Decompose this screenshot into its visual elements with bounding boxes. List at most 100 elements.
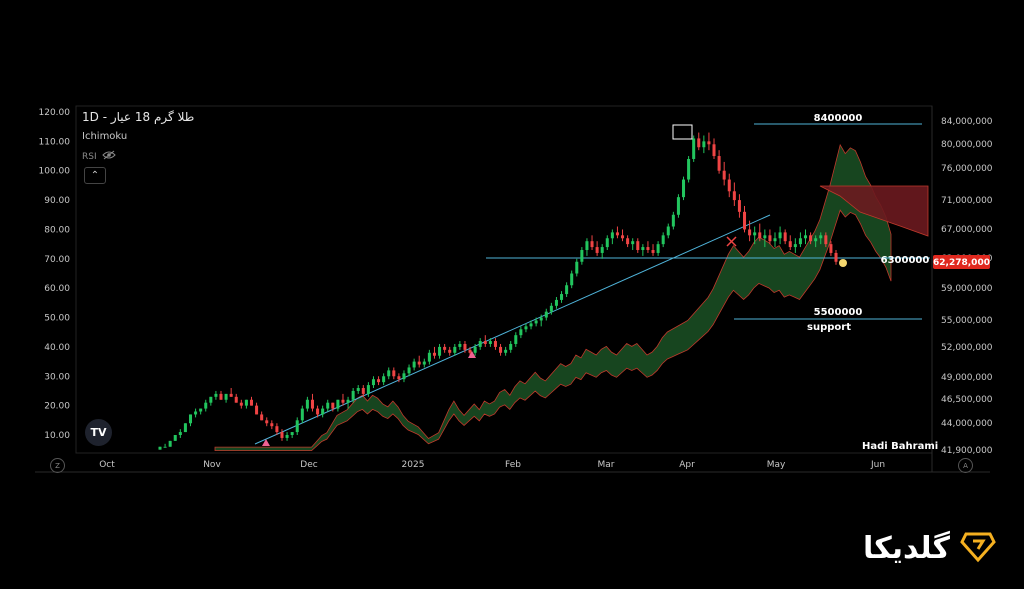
candle-body — [194, 411, 198, 415]
buy-signal-marker — [468, 351, 476, 358]
candle-body — [636, 241, 640, 251]
right-axis-tick-label: 76,000,000 — [941, 164, 993, 174]
candle-body — [290, 432, 294, 435]
candle-body — [590, 241, 594, 248]
candle-body — [199, 408, 203, 412]
brand-logo-icon — [960, 528, 996, 568]
time-axis-label: May — [767, 460, 786, 470]
candle-body — [676, 197, 680, 215]
cross-marker — [726, 236, 737, 247]
candle-body — [377, 379, 381, 383]
candle-body — [539, 317, 543, 321]
candle-body — [656, 244, 660, 253]
time-axis-label: Jun — [870, 460, 885, 470]
chevron-up-icon: ⌃ — [90, 170, 100, 181]
left-axis-tick-label: 10.00 — [44, 431, 70, 441]
candle-body — [732, 191, 736, 201]
candle-body — [438, 346, 442, 356]
left-axis-tick-label: 80.00 — [44, 225, 70, 235]
candle-body — [595, 247, 599, 253]
current-price-marker — [839, 259, 847, 267]
candle-body — [544, 311, 548, 318]
candle-body — [468, 349, 472, 353]
candle-body — [163, 446, 167, 448]
candle-body — [183, 423, 187, 433]
candle-body — [427, 352, 431, 362]
ichimoku-cloud-bull — [214, 143, 892, 452]
candle-body — [392, 370, 396, 377]
candle-body — [712, 144, 716, 157]
trendline — [254, 214, 771, 445]
candle-body — [224, 393, 228, 400]
candle-body — [697, 138, 701, 148]
candle-body — [661, 235, 665, 245]
candle-body — [600, 247, 604, 253]
candle-body — [361, 388, 365, 394]
auto-scale-right-button[interactable]: A — [958, 458, 973, 473]
candle-body — [422, 361, 426, 365]
candle-body — [560, 294, 564, 300]
tradingview-logo[interactable]: TV — [85, 419, 112, 446]
time-axis-label: Feb — [505, 460, 521, 470]
candle-body — [727, 179, 731, 192]
left-axis-tick-label: 110.00 — [39, 137, 71, 147]
candle-body — [280, 432, 284, 438]
candle-body — [504, 349, 508, 353]
candle-body — [346, 399, 350, 403]
right-axis-tick-label: 44,000,000 — [941, 419, 993, 429]
time-axis-label: Oct — [99, 460, 115, 470]
collapse-legend-button[interactable]: ⌃ — [84, 167, 106, 184]
candle-body — [829, 244, 833, 253]
candle-body — [463, 343, 467, 350]
candle-body — [519, 329, 523, 336]
candle-body — [448, 349, 452, 353]
candle-body — [585, 241, 589, 251]
candle-body — [239, 402, 243, 406]
candle-body — [529, 323, 533, 327]
candle-body — [249, 399, 254, 406]
auto-scale-left-button[interactable]: Z — [50, 458, 65, 473]
candle-body — [549, 305, 553, 312]
ichimoku-cloud-bear — [819, 185, 929, 237]
time-axis-label: Mar — [598, 460, 615, 470]
last-price-badge — [933, 255, 990, 269]
left-axis-tick-label: 30.00 — [44, 372, 70, 382]
candle-body — [310, 399, 314, 409]
brand: گلدیکا — [863, 528, 996, 568]
candle-body — [722, 170, 726, 180]
candle-body — [453, 346, 457, 353]
level-label: 6300000 — [881, 255, 930, 266]
candle-body — [351, 390, 355, 400]
rsi-legend[interactable]: RSI — [82, 150, 116, 163]
candle-body — [702, 141, 706, 148]
left-axis-tick-label: 90.00 — [44, 196, 70, 206]
candle-body — [798, 238, 802, 245]
candle-body — [534, 320, 538, 324]
left-axis-tick-label: 100.00 — [39, 167, 71, 177]
indicator-label[interactable]: Ichimoku — [82, 131, 128, 142]
candle-body — [621, 235, 625, 239]
candle-body — [610, 232, 614, 239]
candle-body — [483, 341, 487, 344]
candle-body — [473, 346, 477, 353]
eye-hidden-icon[interactable] — [101, 150, 116, 163]
candle-body — [341, 399, 345, 403]
left-axis-tick-label: 120.00 — [39, 108, 71, 118]
candle-body — [336, 399, 340, 409]
candle-body — [382, 376, 386, 383]
right-axis-tick-label: 84,000,000 — [941, 117, 993, 127]
candle-body — [356, 388, 360, 391]
candle-body — [565, 285, 569, 295]
candle-body — [229, 393, 233, 397]
candle-body — [692, 138, 696, 159]
candle-body — [321, 408, 325, 415]
right-axis-tick-label: 52,000,000 — [941, 343, 993, 353]
candle-body — [748, 229, 752, 236]
right-axis-tick-label: 67,000,000 — [941, 225, 993, 235]
candle-body — [209, 396, 213, 403]
candle-body — [295, 420, 299, 433]
candle-body — [814, 238, 818, 242]
candle-body — [742, 211, 747, 230]
candle-body — [270, 423, 274, 427]
